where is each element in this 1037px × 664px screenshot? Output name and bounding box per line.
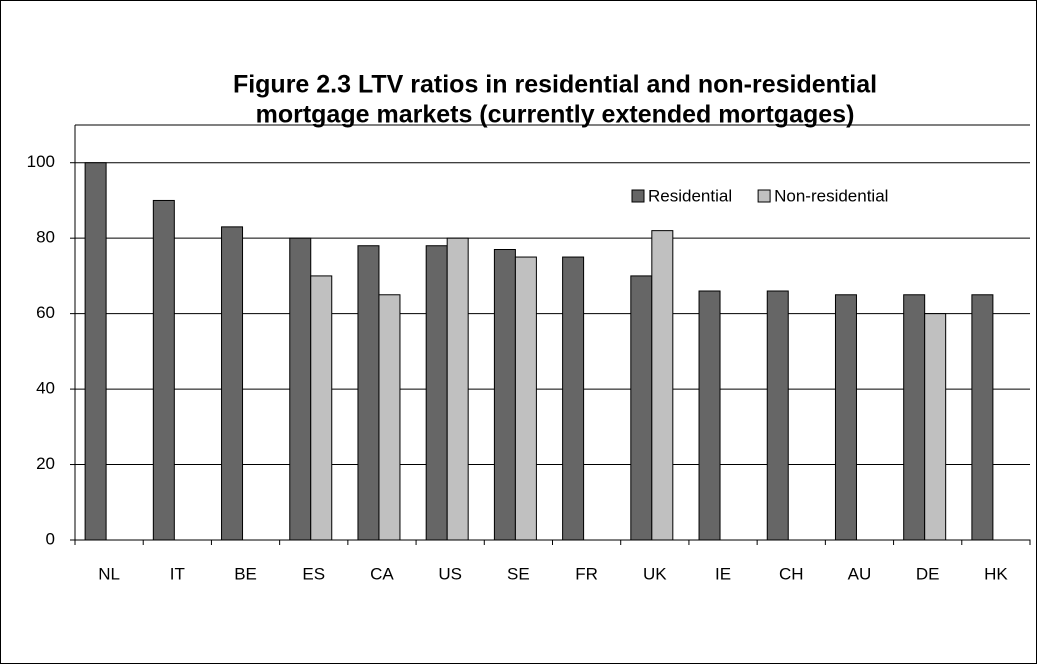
chart-title: Figure 2.3 LTV ratios in residential and…: [233, 71, 877, 99]
bar: [903, 294, 926, 541]
bar: [221, 226, 244, 541]
y-tick-label: 0: [46, 529, 55, 548]
x-tick-label: HK: [984, 564, 1008, 583]
bar: [289, 237, 312, 541]
bar: [152, 199, 175, 541]
legend-swatch: [631, 189, 645, 203]
legend-label: Residential: [648, 186, 732, 205]
bar: [651, 230, 674, 541]
x-tick-label: IE: [715, 564, 731, 583]
legend-swatch: [757, 189, 771, 203]
bar: [378, 294, 401, 541]
x-tick-label: DE: [916, 564, 940, 583]
y-tick-label: 20: [36, 454, 55, 473]
bar: [310, 275, 333, 541]
x-tick-label: ES: [302, 564, 325, 583]
bar: [425, 245, 448, 541]
bar: [84, 162, 107, 541]
x-tick-label: UK: [643, 564, 667, 583]
x-tick-label: CH: [779, 564, 804, 583]
bar: [562, 256, 585, 541]
bar: [834, 294, 857, 541]
bar: [924, 313, 947, 541]
x-tick-label: BE: [234, 564, 257, 583]
bar: [514, 256, 537, 541]
bar: [630, 275, 653, 541]
bar: [446, 237, 469, 541]
x-tick-label: SE: [507, 564, 530, 583]
y-tick-label: 40: [36, 379, 55, 398]
chart-title: mortgage markets (currently extended mor…: [256, 101, 855, 129]
legend-label: Non-residential: [774, 186, 888, 205]
bar: [357, 245, 380, 541]
x-tick-label: CA: [370, 564, 394, 583]
x-tick-label: FR: [575, 564, 598, 583]
x-tick-label: NL: [98, 564, 120, 583]
bar: [766, 290, 789, 541]
bar: [493, 249, 516, 541]
x-tick-label: IT: [170, 564, 185, 583]
y-tick-label: 100: [27, 152, 55, 171]
y-tick-label: 80: [36, 228, 55, 247]
bar: [971, 294, 994, 541]
x-tick-label: US: [438, 564, 462, 583]
bar: [698, 290, 721, 541]
x-tick-label: AU: [848, 564, 872, 583]
y-tick-label: 60: [36, 303, 55, 322]
